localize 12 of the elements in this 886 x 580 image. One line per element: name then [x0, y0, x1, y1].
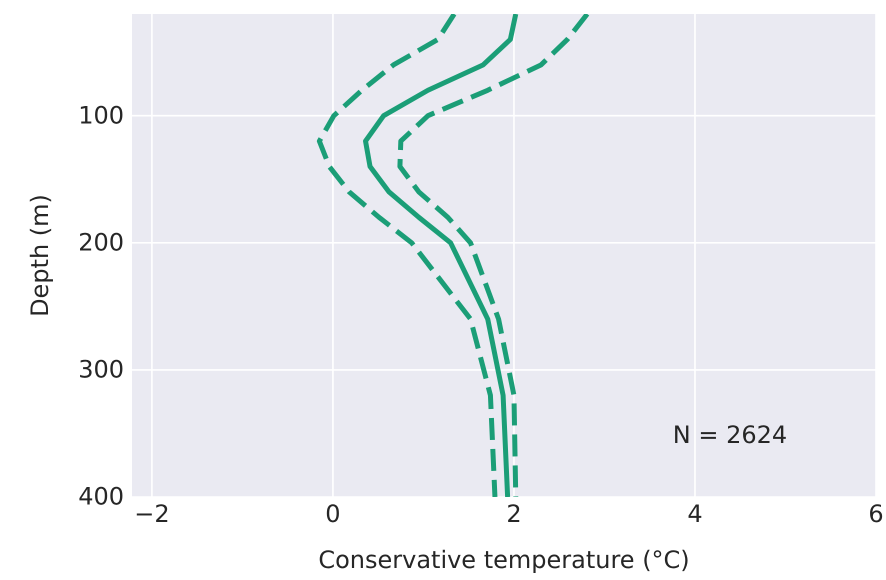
x-tick-label: 2 — [506, 500, 522, 528]
y-tick-label: 300 — [78, 356, 124, 384]
x-axis-title: Conservative temperature (°C) — [318, 546, 690, 574]
x-tick-label: −2 — [134, 500, 170, 528]
y-axis-title: Depth (m) — [26, 194, 54, 317]
y-tick-label: 400 — [78, 482, 124, 511]
y-tick-label: 100 — [78, 101, 124, 130]
y-tick-label: 200 — [78, 228, 124, 256]
x-tick-label: 6 — [868, 500, 884, 528]
annotation: N = 2624 — [672, 421, 788, 449]
x-tick-label: 0 — [325, 500, 341, 528]
x-tick-label: 4 — [687, 500, 703, 528]
